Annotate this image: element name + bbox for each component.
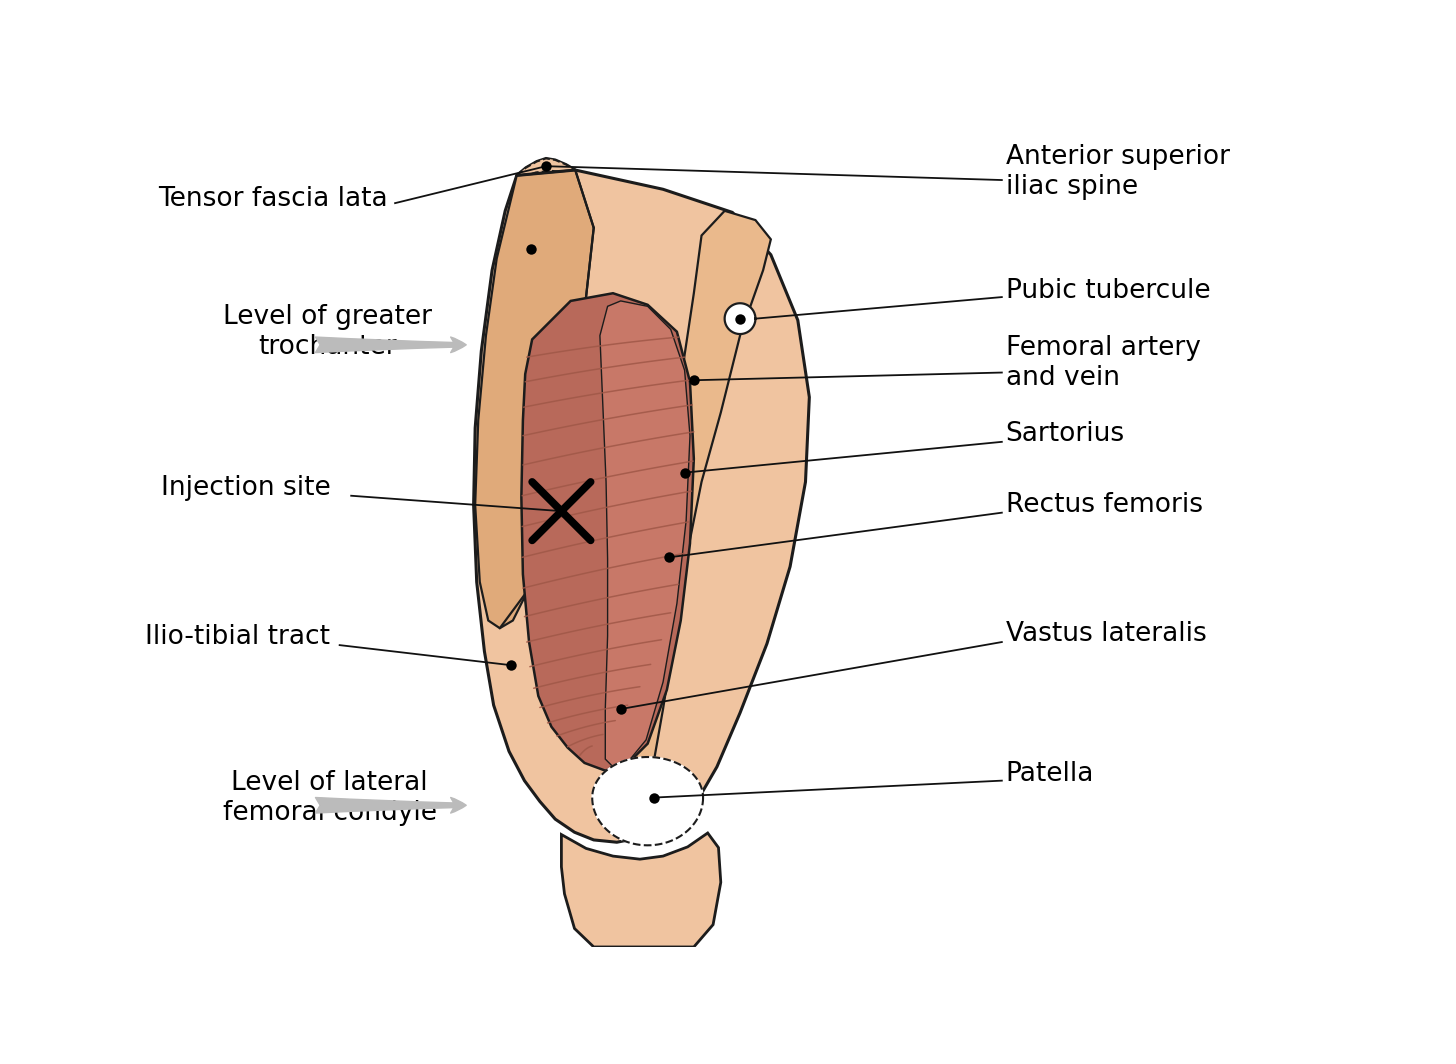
Polygon shape bbox=[609, 211, 770, 817]
Polygon shape bbox=[562, 833, 721, 947]
Text: Pubic tubercule: Pubic tubercule bbox=[1006, 278, 1210, 304]
Polygon shape bbox=[521, 294, 695, 770]
Text: Anterior superior
iliac spine: Anterior superior iliac spine bbox=[1006, 145, 1230, 200]
Text: Level of lateral
femoral condyle: Level of lateral femoral condyle bbox=[223, 769, 437, 826]
Text: Vastus lateralis: Vastus lateralis bbox=[1006, 621, 1207, 647]
Text: Sartorius: Sartorius bbox=[1006, 421, 1125, 447]
Text: Patella: Patella bbox=[1006, 762, 1093, 787]
Text: Level of greater
trochanter: Level of greater trochanter bbox=[223, 303, 431, 360]
Text: Femoral artery
and vein: Femoral artery and vein bbox=[1006, 334, 1201, 390]
Text: Injection site: Injection site bbox=[160, 475, 331, 501]
Polygon shape bbox=[593, 757, 703, 845]
Text: Rectus femoris: Rectus femoris bbox=[1006, 492, 1203, 518]
Polygon shape bbox=[725, 303, 756, 334]
Polygon shape bbox=[473, 159, 810, 843]
Text: Tensor fascia lata: Tensor fascia lata bbox=[157, 185, 387, 212]
Polygon shape bbox=[517, 159, 575, 178]
Polygon shape bbox=[475, 170, 594, 628]
Polygon shape bbox=[600, 301, 690, 767]
Text: Ilio-tibial tract: Ilio-tibial tract bbox=[146, 625, 331, 650]
